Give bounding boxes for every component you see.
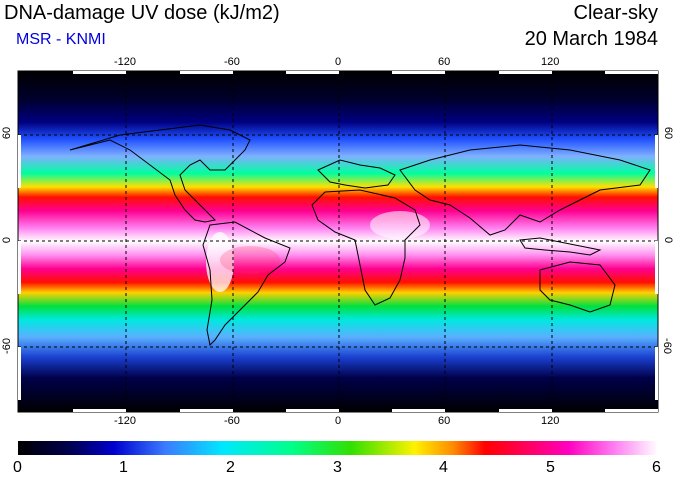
lon-tick-top: -120 bbox=[114, 56, 137, 68]
lon-tick-top: 60 bbox=[438, 56, 451, 68]
africa-coast bbox=[311, 189, 421, 306]
lat-tick-left: 60 bbox=[1, 126, 14, 140]
lat-tick-left: -60 bbox=[0, 338, 13, 354]
lat-tick-right: 0 bbox=[662, 236, 675, 244]
europe-coast bbox=[317, 159, 396, 189]
lon-tick-bottom: 60 bbox=[438, 415, 451, 427]
australia-coast bbox=[539, 261, 616, 313]
lon-tick-top: 120 bbox=[541, 56, 560, 68]
lon-tick-bottom: 120 bbox=[541, 415, 560, 427]
africa-maximum bbox=[370, 211, 430, 239]
lat-tick-right: 60 bbox=[662, 126, 675, 140]
colorbar-label: 5 bbox=[546, 459, 555, 476]
graticule bbox=[18, 71, 658, 412]
amazon-cloud-region bbox=[220, 246, 280, 274]
map-title: DNA-damage UV dose (kJ/m2) bbox=[4, 2, 280, 24]
andes-maximum bbox=[206, 232, 234, 292]
sky-mode-label: Clear-sky bbox=[573, 2, 658, 24]
colorbar bbox=[18, 441, 658, 455]
lon-tick-top: -60 bbox=[224, 56, 240, 68]
indonesia-coast bbox=[519, 237, 602, 256]
date-label: 20 March 1984 bbox=[524, 28, 658, 50]
colorbar-label: 1 bbox=[119, 459, 128, 476]
colorbar-label: 2 bbox=[226, 459, 235, 476]
asia-coast bbox=[399, 144, 651, 236]
colorbar-label: 4 bbox=[439, 459, 448, 476]
frame-border-marks bbox=[18, 71, 658, 412]
lon-tick-top: 0 bbox=[335, 56, 342, 68]
lat-tick-right: -60 bbox=[660, 338, 673, 354]
colorbar-label: 3 bbox=[333, 459, 342, 476]
colorbar-label: 0 bbox=[13, 459, 22, 476]
lon-tick-bottom: -60 bbox=[224, 415, 240, 427]
lon-tick-bottom: -120 bbox=[114, 415, 137, 427]
lon-tick-bottom: 0 bbox=[335, 415, 342, 427]
colorbar-label: 6 bbox=[652, 459, 661, 476]
credit-label: MSR - KNMI bbox=[16, 31, 106, 48]
lat-tick-left: 0 bbox=[1, 236, 14, 244]
